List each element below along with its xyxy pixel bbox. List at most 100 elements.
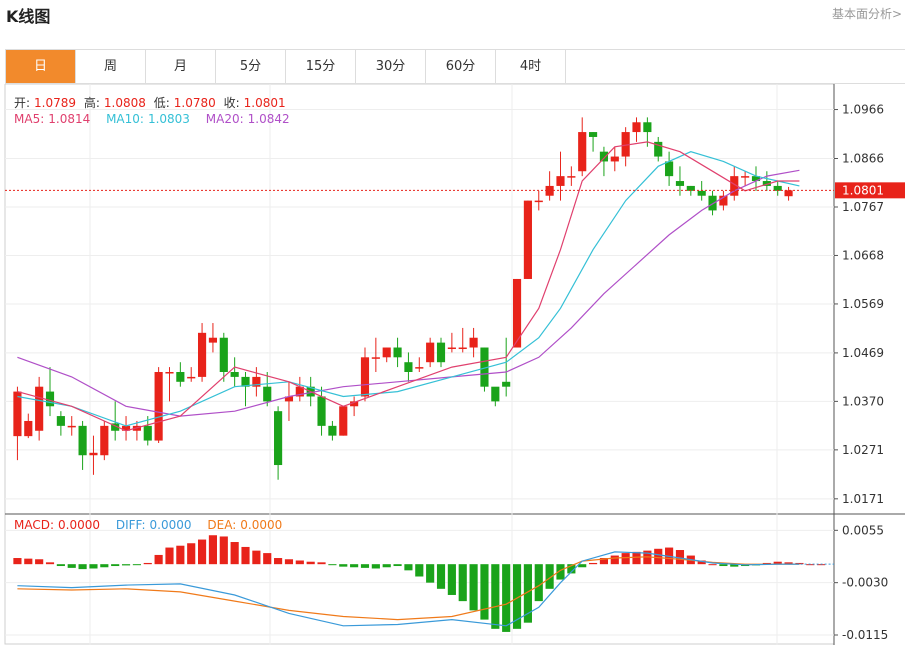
macd-bar bbox=[393, 564, 402, 567]
macd-bar bbox=[208, 535, 218, 565]
close-value: 1.0801 bbox=[243, 96, 286, 110]
price-tick-label: 1.0370 bbox=[842, 394, 884, 408]
candle-body bbox=[762, 181, 771, 186]
candle-body bbox=[382, 347, 391, 358]
candle-body bbox=[654, 141, 663, 157]
candle-body bbox=[197, 332, 207, 377]
ma5-line bbox=[17, 141, 800, 432]
candle-body bbox=[24, 420, 33, 437]
candle-body bbox=[230, 372, 239, 377]
candle-body bbox=[512, 278, 522, 348]
macd-bar bbox=[773, 561, 782, 565]
macd-bar bbox=[154, 554, 163, 565]
macd-bar bbox=[263, 553, 272, 565]
tab-4[interactable]: 15分 bbox=[286, 50, 356, 83]
macd-bar bbox=[578, 564, 587, 568]
macd-bar bbox=[219, 536, 228, 565]
candle-body bbox=[730, 176, 739, 196]
macd-bar bbox=[762, 562, 771, 565]
macd-bar bbox=[795, 562, 804, 565]
macd-bar bbox=[382, 564, 391, 568]
tab-7[interactable]: 4时 bbox=[496, 50, 566, 83]
tab-5[interactable]: 30分 bbox=[356, 50, 426, 83]
ma5-label: MA5: bbox=[14, 112, 45, 126]
candle-body bbox=[328, 425, 337, 436]
candle-body bbox=[556, 176, 565, 186]
macd-bar bbox=[306, 561, 315, 565]
candle-body bbox=[35, 386, 44, 431]
macd-bar bbox=[371, 564, 380, 569]
macd-bar bbox=[274, 558, 283, 565]
ma-row: MA5: 1.0814 MA10: 1.0803 MA20: 1.0842 bbox=[14, 112, 294, 126]
close-label: 收: bbox=[223, 96, 240, 110]
macd-bar bbox=[339, 564, 348, 567]
macd-label: MACD: bbox=[14, 518, 55, 532]
macd-bar bbox=[458, 564, 467, 602]
price-tick-label: 1.0866 bbox=[842, 152, 884, 166]
macd-value: 0.0000 bbox=[58, 518, 101, 532]
candle-body bbox=[502, 381, 511, 387]
macd-bar bbox=[415, 564, 424, 577]
candle-body bbox=[208, 337, 218, 343]
price-tick-label: 1.0469 bbox=[842, 346, 884, 360]
candle-body bbox=[632, 122, 641, 133]
candle-body bbox=[13, 391, 22, 437]
candle-body bbox=[588, 132, 598, 137]
macd-bar bbox=[111, 564, 120, 567]
macd-bar bbox=[621, 553, 630, 565]
price-tick-label: 1.0668 bbox=[842, 248, 884, 262]
ma20-label: MA20: bbox=[205, 112, 244, 126]
macd-bar bbox=[719, 564, 728, 567]
page-title: K线图 bbox=[6, 7, 51, 26]
macd-bar bbox=[56, 564, 65, 567]
ma10-line bbox=[17, 151, 800, 427]
macd-row: MACD: 0.0000 DIFF: 0.0000 DEA: 0.0000 bbox=[14, 518, 286, 532]
candle-body bbox=[447, 347, 456, 350]
ma20-value: 1.0842 bbox=[247, 112, 290, 126]
macd-bar bbox=[360, 564, 370, 568]
macd-tick-label: -0.0115 bbox=[842, 628, 888, 642]
macd-bar bbox=[89, 564, 98, 569]
candle-body bbox=[599, 151, 609, 162]
macd-tick-label: -0.0030 bbox=[842, 576, 888, 590]
candle-body bbox=[719, 195, 728, 206]
tab-2[interactable]: 月 bbox=[146, 50, 216, 83]
candle-body bbox=[89, 452, 98, 456]
macd-bar bbox=[502, 564, 511, 632]
candle-body bbox=[665, 161, 674, 177]
high-value: 1.0808 bbox=[103, 96, 146, 110]
macd-bar bbox=[295, 560, 304, 565]
macd-bar bbox=[545, 564, 554, 589]
candle-body bbox=[165, 372, 174, 374]
price-tick-label: 1.0271 bbox=[842, 443, 884, 457]
macd-bar bbox=[697, 560, 706, 565]
ma10-value: 1.0803 bbox=[147, 112, 190, 126]
candle-body bbox=[274, 411, 283, 466]
tab-6[interactable]: 60分 bbox=[426, 50, 496, 83]
candle-body bbox=[176, 372, 185, 382]
price-tick-label: 1.0171 bbox=[842, 492, 884, 506]
ohlc-row: 开: 1.0789 高: 1.0808 低: 1.0780 收: 1.0801 bbox=[14, 94, 290, 111]
macd-bar bbox=[523, 564, 532, 623]
candle-body bbox=[643, 122, 652, 133]
candle-body bbox=[111, 423, 120, 431]
macd-bar bbox=[284, 559, 294, 565]
candle-body bbox=[675, 181, 685, 186]
macd-bar bbox=[35, 559, 44, 565]
tab-3[interactable]: 5分 bbox=[216, 50, 286, 83]
candle-body bbox=[241, 376, 250, 387]
tab-1[interactable]: 周 bbox=[76, 50, 146, 83]
open-value: 1.0789 bbox=[34, 96, 77, 110]
macd-bar bbox=[588, 562, 598, 565]
low-value: 1.0780 bbox=[173, 96, 216, 110]
fundamentals-link[interactable]: 基本面分析> bbox=[831, 7, 902, 21]
candle-body bbox=[534, 200, 543, 203]
dea-value: 0.0000 bbox=[240, 518, 283, 532]
macd-bar bbox=[534, 564, 543, 602]
macd-bar bbox=[491, 564, 500, 629]
macd-bar bbox=[730, 564, 739, 567]
macd-bar bbox=[176, 545, 185, 565]
candle-body bbox=[621, 132, 630, 157]
tab-0[interactable]: 日 bbox=[6, 50, 76, 83]
candle-body bbox=[491, 386, 500, 402]
